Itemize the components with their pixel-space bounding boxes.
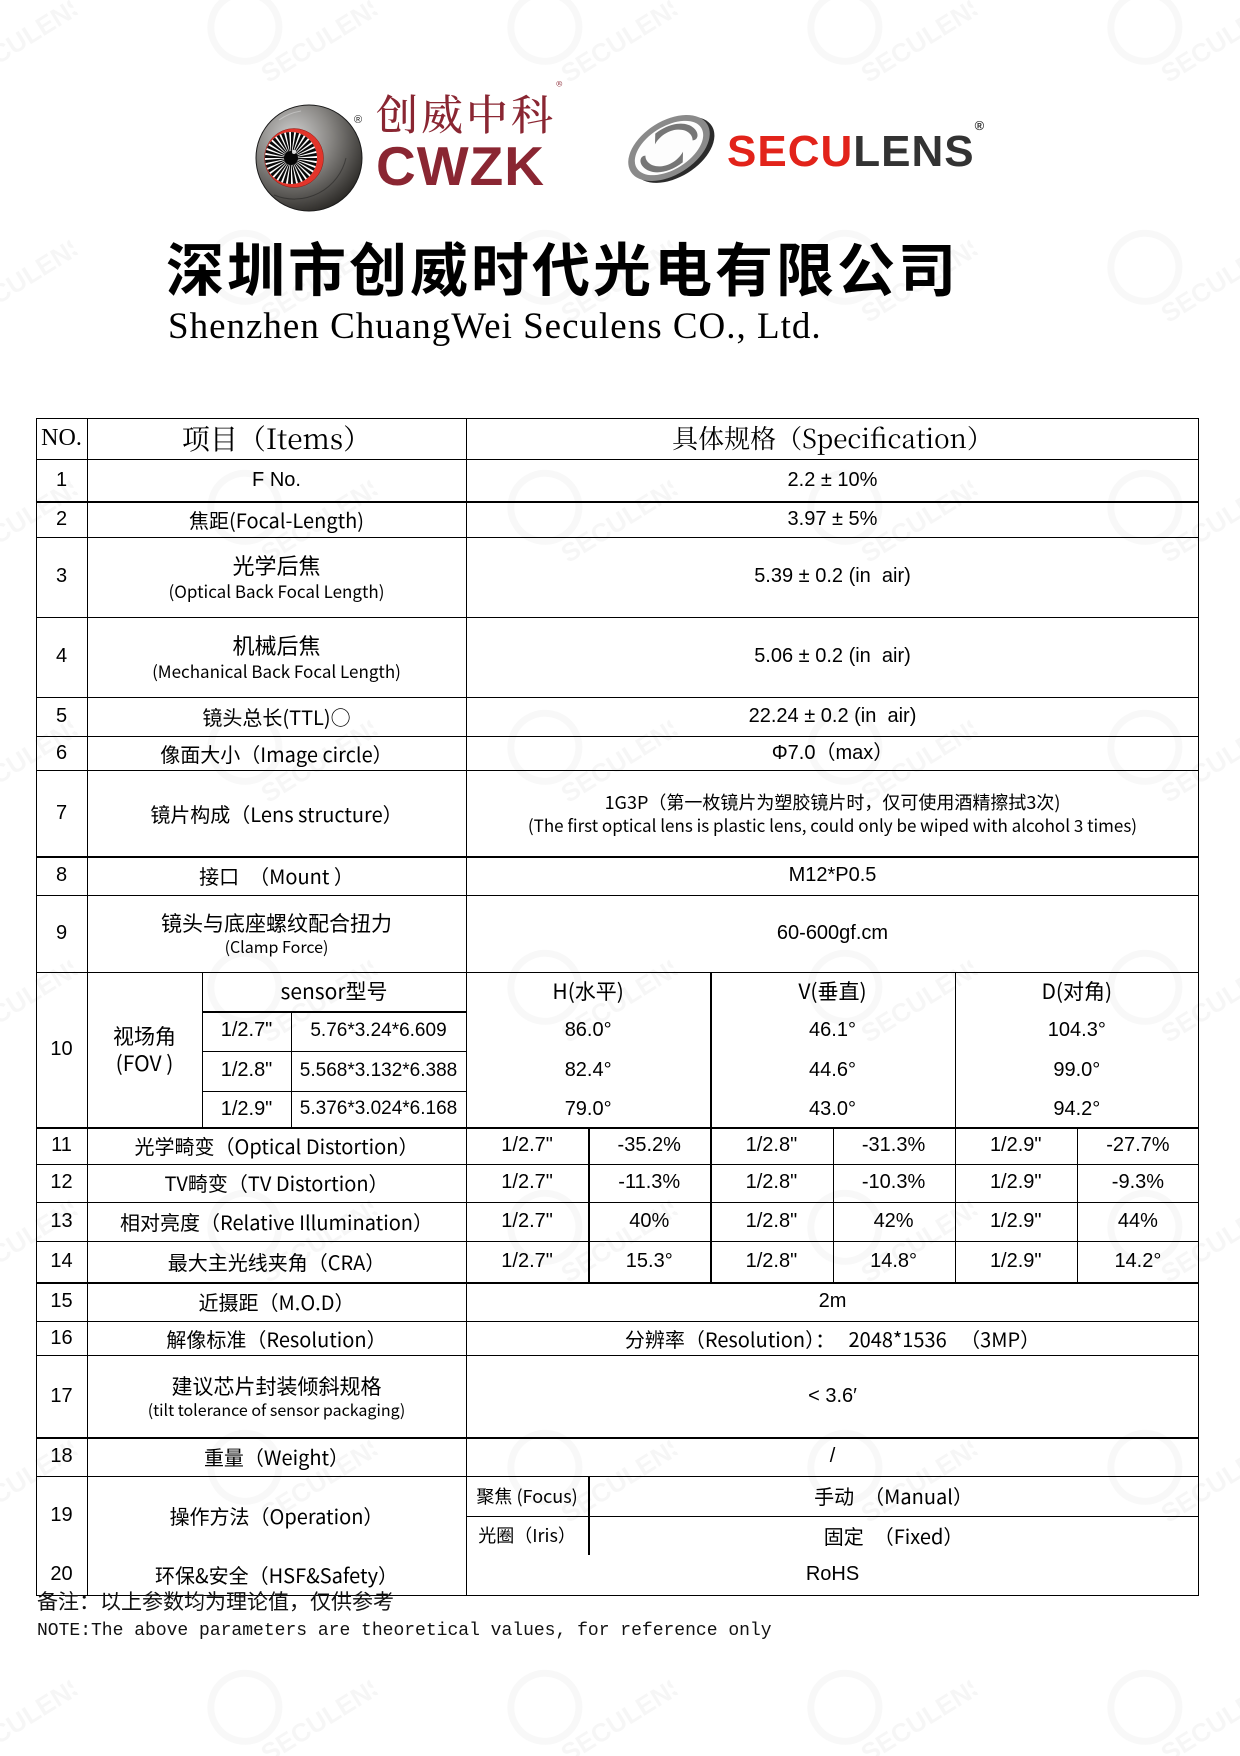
svg-text:®: ®	[354, 114, 362, 126]
